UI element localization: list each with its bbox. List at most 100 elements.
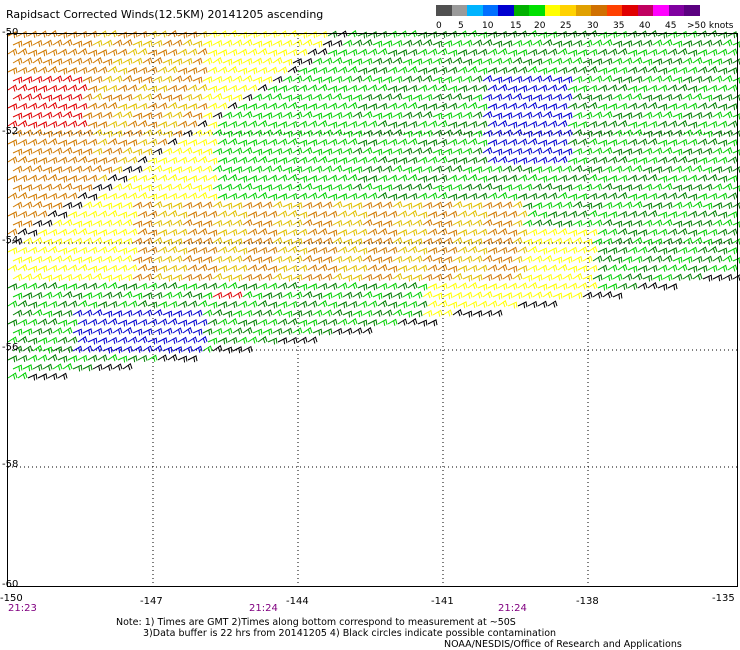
wind-barb [667,175,678,183]
wind-barb [587,137,598,146]
wind-barb [577,265,588,273]
wind-barb [407,156,418,165]
wind-barb [567,157,578,165]
wind-barb [267,301,278,309]
wind-barb [712,111,723,119]
wind-barb [417,120,428,128]
wind-barb [272,255,283,264]
wind-barb [232,274,243,282]
wind-barb [697,246,708,254]
wind-barb [637,121,648,129]
wind-barb [17,138,28,147]
wind-barb [262,165,273,173]
wind-barb [402,58,413,66]
wind-barb [467,65,478,74]
wind-barb [67,175,78,183]
wind-barb [307,192,318,200]
wind-barb [217,157,228,165]
wind-barb [42,94,53,102]
wind-barb [572,255,583,264]
wind-barb [312,184,323,192]
wind-barb [557,282,568,291]
wind-barb [97,157,108,165]
wind-barb [67,211,78,219]
wind-barb [422,57,433,66]
wind-barb [677,191,688,200]
wind-barb [312,220,323,228]
wind-barb [437,47,448,56]
wind-barb [672,76,683,84]
wind-barb [272,39,283,48]
credit-line: NOAA/NESDIS/Office of Research and Appli… [444,639,682,650]
wind-barb [17,191,28,200]
wind-barb [202,76,213,84]
wind-barb [722,57,733,66]
wind-barb [477,264,488,272]
wind-barb [492,93,503,101]
wind-barb [327,210,338,218]
wind-barb [572,56,583,65]
wind-barb [412,75,423,83]
wind-barb [617,138,628,147]
wind-barb [342,94,353,102]
wind-barb [242,345,253,354]
wind-barb [492,220,503,228]
wind-barb [387,210,398,218]
wind-barb [342,183,353,191]
wind-barb [377,246,388,255]
wind-barb [627,265,638,273]
wind-barb [637,66,648,74]
wind-barb [72,184,83,192]
wind-barb [222,255,233,263]
wind-barb [77,174,88,183]
wind-barb [192,273,203,281]
wind-barb [257,263,268,272]
wind-barb [447,265,458,273]
wind-barb [152,92,163,101]
wind-barb [597,48,608,56]
wind-barb [362,38,373,47]
wind-barb [377,119,388,128]
wind-barb [687,157,698,165]
wind-barb [262,256,273,264]
wind-barb [387,121,398,129]
wind-barb [137,318,148,327]
wind-barb [627,229,638,237]
measurement-time: 21:24 [249,603,278,614]
wind-barb [42,219,53,227]
wind-barb [277,66,288,74]
wind-barb [182,218,193,227]
wind-barb [112,94,123,102]
wind-barb [582,58,593,66]
wind-barb [412,219,423,227]
wind-barb [122,38,133,47]
wind-barb [707,173,718,182]
wind-barb [212,327,223,336]
wind-barb [172,75,183,83]
wind-barb [172,39,183,47]
wind-barb [302,237,313,246]
wind-barb [602,182,613,191]
wind-barb [212,56,223,65]
wind-barb [437,263,448,272]
wind-barb [112,183,123,191]
wind-barb [152,327,163,336]
wind-barb [92,56,103,65]
wind-barb [402,166,413,174]
wind-barb [22,345,33,353]
wind-barb [32,92,43,101]
wind-barb [307,156,318,164]
wind-barb [287,84,298,93]
wind-barb [337,49,348,57]
wind-barb [437,191,448,200]
wind-barb [377,102,388,111]
wind-barb [427,247,438,255]
wind-barb [267,193,278,201]
wind-barb [692,164,703,173]
wind-barb [642,255,653,263]
wind-barb [137,263,148,272]
wind-barb [497,30,508,39]
wind-barb [72,129,83,137]
wind-barb [62,201,73,210]
wind-barb [472,94,483,102]
